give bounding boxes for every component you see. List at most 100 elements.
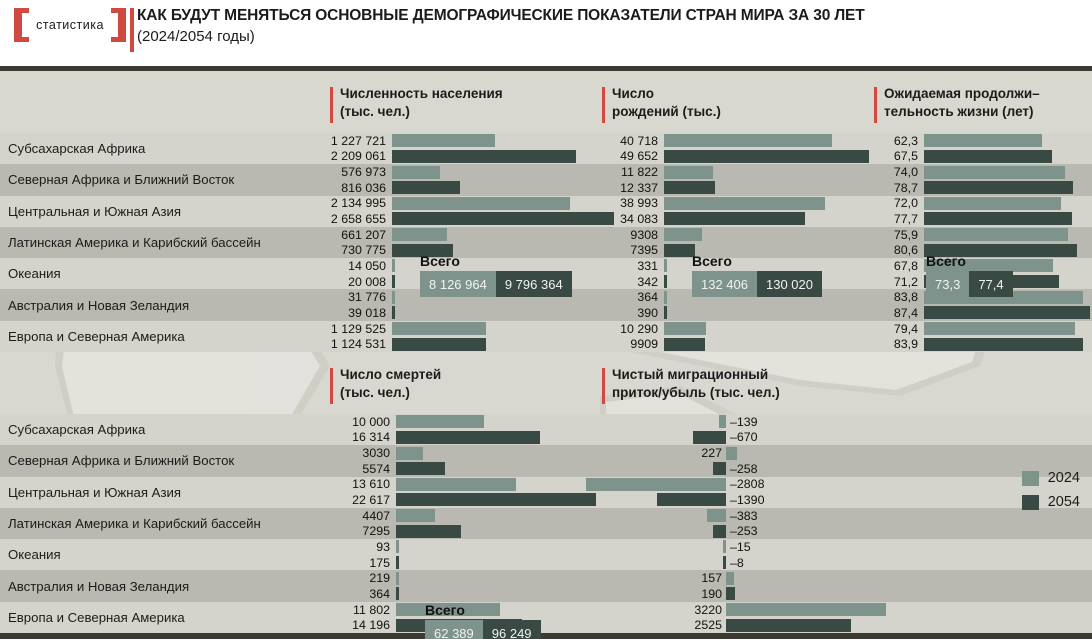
population-bar-2054 [392,149,577,163]
population-value-2024: 14 050 [348,258,386,273]
net-migration-bar-2024 [726,603,886,617]
table-row: Австралия и Новая Зеландия 219 364 157 190 [0,570,1092,602]
bar-track: 67,5 [0,149,1092,165]
bar-track: 2 134 995 [0,196,1092,212]
total-population-label: Всего [420,253,460,269]
bar-track: 1 129 525 [0,321,1092,337]
population-value-2054: 39 018 [348,305,386,320]
births-bar-2054 [664,243,695,257]
deaths-value-2054: 14 196 [352,618,390,633]
population-bar-2054 [392,275,395,289]
bar-track: 93 [0,539,1092,555]
population-bar-2024 [392,165,441,179]
deaths-value-2054: 7295 [362,524,390,539]
legend-label-2054: 2054 [1047,494,1080,510]
life-expectancy-value-2054: 67,5 [893,149,918,164]
net-migration-bar-2054 [713,462,726,476]
births-value-2054: 34 083 [620,211,658,226]
bar-track: 364 [0,289,1092,305]
bar-track: 34 083 [0,211,1092,227]
life-expectancy-value-2054: 80,6 [893,243,918,258]
region-label: Латинская Америка и Карибский бассейн [8,235,261,251]
bar-track: 576 973 [0,164,1092,180]
bar-track: 1 227 721 [0,133,1092,149]
deaths-bar-2054 [396,587,400,601]
net-migration-bar-2024 [586,477,726,491]
total-births-label: Всего [692,253,732,269]
bar-track: 83,9 [0,336,1092,352]
population-bar-2054 [392,306,396,320]
bar-track: 67,8 [0,258,1092,274]
total-population-2024: 8 126 964 [420,271,496,297]
life-expectancy-bar-2054 [924,181,1074,195]
births-bar-2054 [664,337,705,351]
bar-track: 31 776 [0,289,1092,305]
region-label: Австралия и Новая Зеландия [8,297,190,313]
net-migration-bar-2024 [719,415,726,429]
table-row: Северная Африка и Ближний Восток 3030 5574… [0,445,1092,477]
column-header-births-text: Число рождений (тыс.) [612,86,721,119]
bar-track: 2525 [0,617,1092,633]
births-bar-2024 [664,322,707,336]
deaths-value-2024: 11 802 [353,602,390,617]
bar-track: 13 610 [0,477,1092,493]
births-bar-2054 [664,149,869,163]
bar-track: 14 050 [0,258,1092,274]
life-expectancy-bar-2054 [924,306,1090,320]
population-bar-2024 [392,134,495,148]
bar-track: –670 [0,430,1092,446]
region-label: Центральная и Южная Азия [8,203,182,219]
population-bar-2054 [392,181,461,195]
population-bar-2054 [392,337,486,351]
rows-bottom: Субсахарская Африка 10 000 16 314 –139 –670 С… [0,414,1092,634]
bar-track: 49 652 [0,149,1092,165]
column-header-population: Численность населения (тыс. чел.) [330,85,590,123]
bar-track: 816 036 [0,180,1092,196]
bar-track: 38 993 [0,196,1092,212]
table-row: Латинская Америка и Карибский бассейн 661… [0,226,1092,259]
column-header-deaths: Число смертей (тыс. чел.) [330,366,590,404]
region-label: Европа и Северная Америка [8,328,185,344]
net-migration-bar-2054 [692,430,726,444]
table-row: Океания 93 175 –15 –8 [0,539,1092,571]
life-expectancy-value-2024: 74,0 [893,165,918,180]
life-expectancy-bar-2054 [924,337,1084,351]
table-row: Европа и Северная Америка 11 802 14 196 322… [0,601,1092,634]
bar-track: –253 [0,523,1092,539]
total-deaths-label: Всего [425,602,465,618]
title-block: КАК БУДУТ МЕНЯТЬСЯ ОСНОВНЫЕ ДЕМОГРАФИЧЕС… [130,6,1087,52]
births-bar-2054 [664,212,805,226]
legend-item-2054: 2054 [1021,494,1080,510]
total-births: Всего 132 406 130 020 [692,253,822,297]
total-births-2054: 130 020 [757,271,822,297]
net-migration-value-2054: –1390 [730,492,765,507]
bar-track: 12 337 [0,180,1092,196]
deaths-bar-2054 [396,430,541,444]
bar-track: –15 [0,539,1092,555]
deaths-bar-2024 [396,509,435,523]
total-population: Всего 8 126 964 9 796 364 [420,253,572,297]
table-row: Латинская Америка и Карибский бассейн 440… [0,507,1092,540]
population-value-2024: 576 973 [341,165,386,180]
bar-track: 342 [0,274,1092,290]
bar-track: 9909 [0,336,1092,352]
bar-track: 2 209 061 [0,149,1092,165]
bar-track: 3220 [0,602,1092,618]
section-top: Численность населения (тыс. чел.) Число … [0,71,1092,353]
net-migration-value-2024: 3220 [694,602,722,617]
column-header-migration-text: Чистый миграционный приток/убыль (тыс. ч… [612,367,780,400]
births-value-2024: 9308 [630,227,658,242]
life-expectancy-bar-2054 [924,149,1053,163]
region-label: Океания [8,266,61,282]
bar-track: 11 822 [0,164,1092,180]
bar-track: –139 [0,414,1092,430]
bar-track: 190 [0,586,1092,602]
net-migration-value-2024: –383 [730,508,758,523]
bar-track: 39 018 [0,305,1092,321]
bar-track: 730 775 [0,242,1092,258]
net-migration-value-2054: –670 [730,430,758,445]
region-label: Субсахарская Африка [8,141,146,157]
life-expectancy-value-2024: 75,9 [893,227,918,242]
bar-track: 20 008 [0,274,1092,290]
life-expectancy-bar-2024 [924,259,1053,273]
